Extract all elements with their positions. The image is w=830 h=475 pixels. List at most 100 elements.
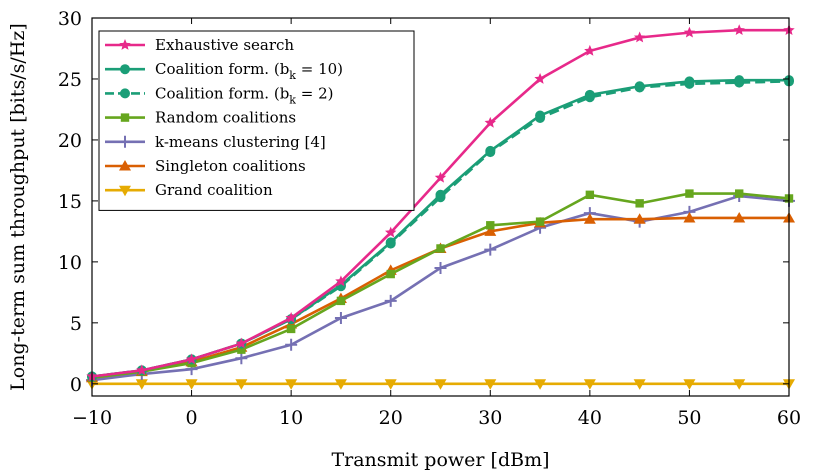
- legend-label: k-means clustering [4]: [155, 133, 326, 151]
- series-6: [86, 379, 795, 390]
- y-tick-label: 5: [70, 313, 82, 335]
- data-point: [136, 364, 148, 376]
- data-point: [385, 237, 396, 248]
- series-layer: [86, 24, 795, 390]
- data-point: [585, 190, 595, 200]
- data-point: [235, 352, 248, 365]
- y-axis-label: Long-term sum throughput [bits/s/Hz]: [7, 23, 29, 391]
- x-tick-label: 40: [578, 407, 602, 429]
- data-point: [285, 311, 297, 323]
- legend-subscript: k: [289, 69, 296, 82]
- data-point: [384, 294, 397, 307]
- legend-entry: k-means clustering [4]: [105, 133, 326, 151]
- data-point: [534, 379, 547, 390]
- data-point: [484, 225, 497, 236]
- data-point: [683, 211, 696, 223]
- data-point: [634, 81, 645, 92]
- data-point: [633, 379, 646, 390]
- data-point: [584, 44, 596, 56]
- data-point: [119, 39, 131, 50]
- data-point: [285, 338, 298, 351]
- data-point: [734, 75, 745, 86]
- y-tick-label: 0: [70, 374, 82, 396]
- data-point: [334, 379, 347, 390]
- data-point: [120, 88, 130, 99]
- legend-label: Exhaustive search: [155, 36, 294, 54]
- data-point: [235, 379, 248, 390]
- data-point: [684, 76, 695, 87]
- data-point: [384, 379, 397, 390]
- data-point: [235, 337, 248, 349]
- data-point: [486, 221, 495, 230]
- data-point: [119, 135, 131, 148]
- data-point: [334, 311, 347, 324]
- data-point: [685, 189, 694, 198]
- data-point: [185, 353, 198, 365]
- data-point: [119, 185, 131, 197]
- data-point: [633, 31, 646, 43]
- data-point: [335, 275, 347, 287]
- x-tick-label: 30: [478, 407, 502, 429]
- data-point: [583, 213, 596, 224]
- data-point: [733, 211, 746, 223]
- legend-box: [98, 30, 415, 211]
- data-point: [119, 160, 131, 171]
- data-point: [434, 379, 447, 390]
- legend-label: Random coalitions: [155, 109, 296, 127]
- data-point: [535, 217, 545, 226]
- data-point: [434, 261, 447, 274]
- data-point: [683, 379, 696, 390]
- data-point: [286, 324, 296, 334]
- data-point: [336, 296, 346, 306]
- legend-entry: Coalition form. (bk = 10): [105, 60, 343, 82]
- data-point: [120, 64, 130, 75]
- x-tick-label: 60: [777, 407, 801, 429]
- data-point: [683, 26, 696, 38]
- x-tick-label: 20: [379, 407, 403, 429]
- legend-entry: Random coalitions: [105, 109, 296, 127]
- data-point: [386, 269, 395, 279]
- x-axis-label: Transmit power [dBm]: [331, 449, 549, 471]
- legend: Exhaustive search Coalition form. (bk = 1…: [98, 30, 415, 211]
- legend-label: Coalition form. (bk = 2): [155, 84, 333, 106]
- series-line: [91, 194, 790, 382]
- x-tick-label: −10: [72, 407, 112, 429]
- legend-entry: Exhaustive search: [105, 36, 294, 54]
- data-point: [120, 113, 130, 122]
- x-tick-label: 50: [677, 407, 701, 429]
- data-point: [285, 379, 298, 390]
- data-point: [635, 199, 644, 208]
- legend-subscript: k: [289, 93, 296, 106]
- legend-label: Grand coalition: [155, 181, 273, 199]
- data-point: [485, 145, 496, 156]
- series-line: [91, 80, 790, 378]
- data-point: [534, 72, 546, 84]
- data-point: [435, 189, 446, 200]
- data-point: [633, 213, 646, 224]
- legend-label: Singleton coalitions: [155, 157, 306, 175]
- data-point: [237, 345, 246, 354]
- y-tick-label: 25: [58, 69, 82, 91]
- legend-suffix: = 2): [296, 84, 334, 102]
- series-line: [91, 216, 789, 380]
- data-point: [436, 244, 445, 253]
- data-point: [733, 379, 746, 390]
- data-point: [434, 171, 447, 183]
- y-tick-label: 20: [58, 130, 82, 152]
- legend-entry: Grand coalition: [105, 181, 273, 199]
- data-point: [185, 379, 198, 390]
- data-point: [484, 243, 497, 256]
- legend-suffix: = 10): [296, 60, 343, 78]
- ticks-layer: −10 0 10 20 30 40 50 60 0 5 10 15 20 25 30: [58, 8, 801, 429]
- data-point: [584, 89, 595, 100]
- data-point: [583, 379, 596, 390]
- legend-entry: Singleton coalitions: [105, 157, 306, 175]
- data-point: [535, 110, 546, 121]
- x-tick-label: 10: [279, 407, 303, 429]
- x-tick-label: 0: [186, 407, 198, 429]
- data-point: [735, 189, 744, 198]
- data-point: [484, 116, 496, 128]
- y-tick-label: 30: [58, 8, 82, 30]
- data-point: [385, 226, 397, 238]
- data-point: [484, 379, 497, 390]
